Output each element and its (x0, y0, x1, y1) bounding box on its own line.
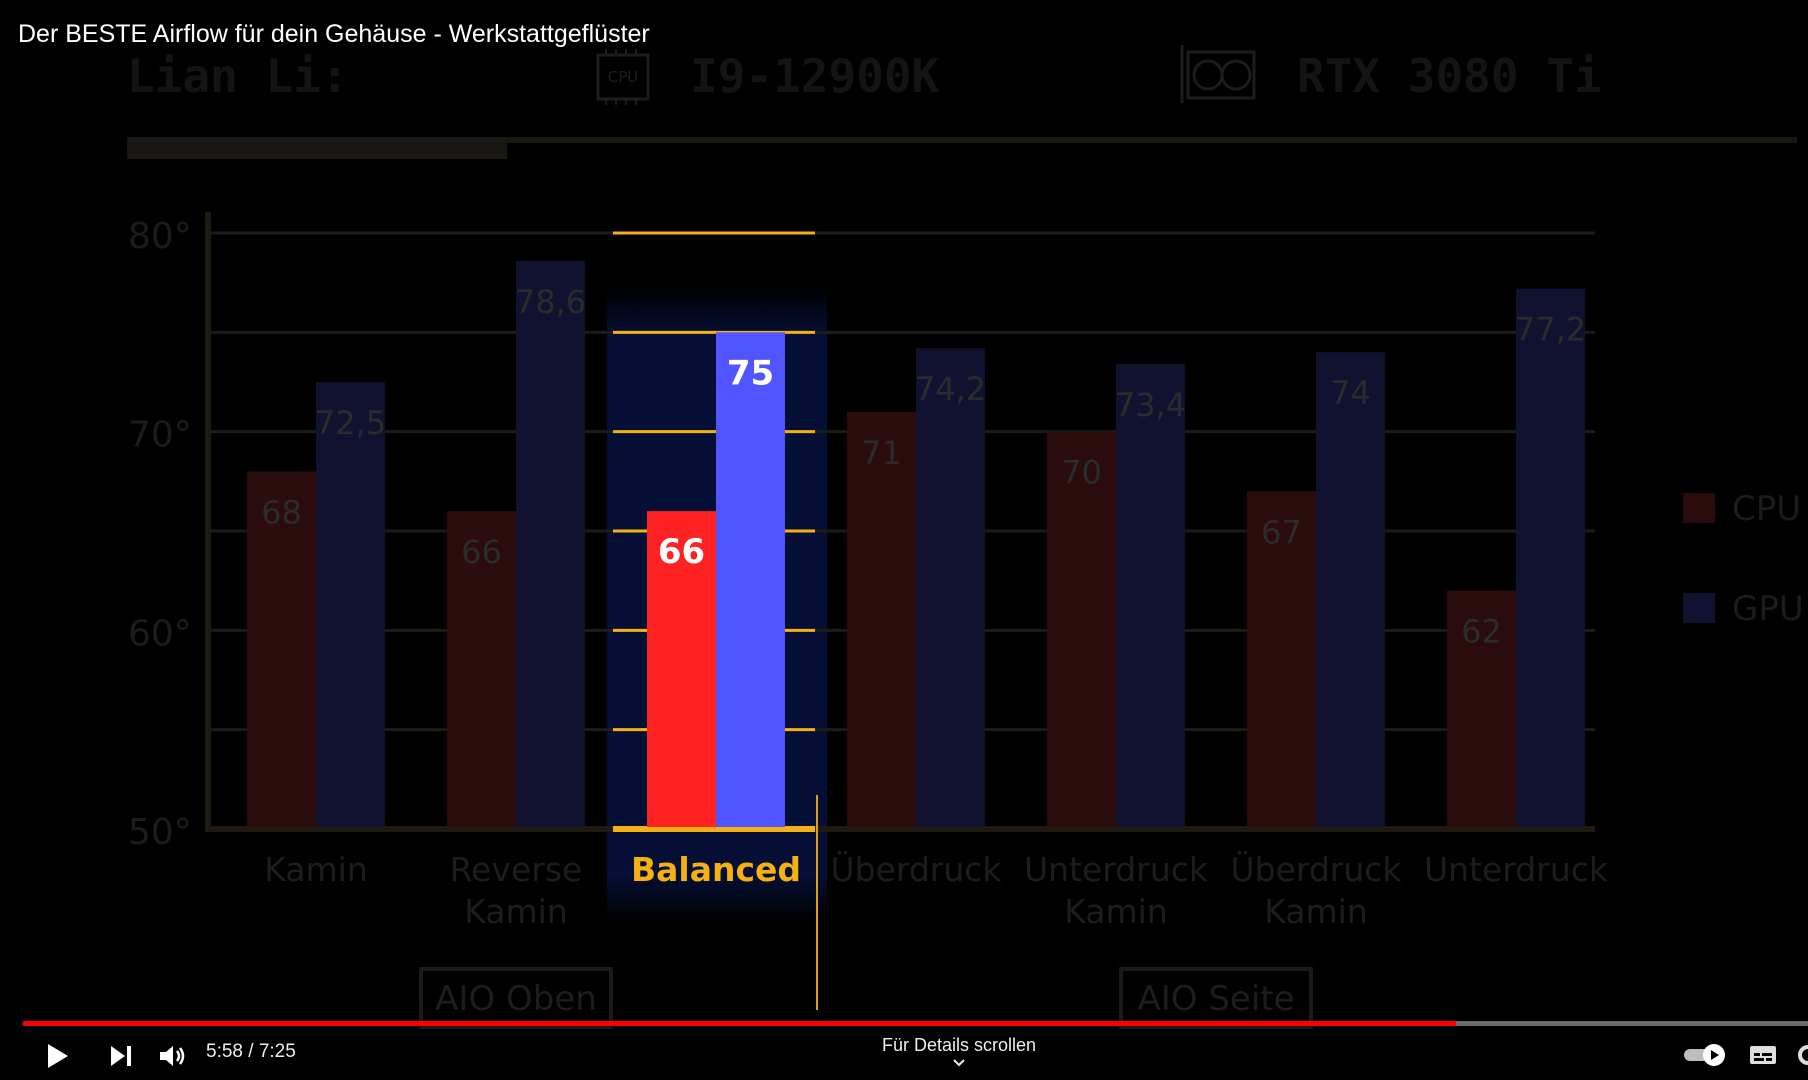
y-tick-label: 80° (128, 216, 192, 257)
cpu-bar (247, 471, 316, 827)
subtitles-icon (1750, 1046, 1776, 1064)
group-box (419, 967, 613, 1029)
category-label: Balanced (631, 850, 801, 889)
play-button[interactable] (40, 1038, 76, 1074)
category-label: Reverse (450, 850, 583, 889)
bar-value-label: 78,6 (515, 283, 586, 321)
time-display: 5:58 / 7:25 (206, 1041, 296, 1062)
legend-swatch (1683, 593, 1715, 623)
gpu-bar (916, 348, 985, 827)
header-rule (127, 137, 1797, 143)
category-label: Überdruck (1230, 849, 1402, 889)
volume-icon (160, 1046, 185, 1066)
brand-label: Lian Li: (127, 49, 349, 103)
cpu-bar (447, 511, 516, 827)
cpu-bar (1247, 491, 1316, 827)
gpu-card-icon (1180, 45, 1256, 103)
cpu-chip-icon (596, 49, 650, 105)
group-box (1119, 967, 1313, 1029)
bar-value-label: 72,5 (315, 404, 386, 442)
cpu-bar (847, 411, 916, 827)
chevron-down-icon (953, 1059, 965, 1067)
legend-label: GPU (1732, 589, 1804, 629)
bar-value-label: 71 (861, 434, 902, 472)
video-title: Der BESTE Airflow für dein Gehäuse - Wer… (18, 20, 650, 48)
details-hint[interactable]: Für Details scrollen (0, 1035, 1808, 1068)
group-label: AIO Oben (435, 979, 597, 1019)
subtitles-button[interactable] (1746, 1040, 1780, 1070)
bar-value-label: 67 (1261, 513, 1302, 551)
bar-value-label: 74,2 (915, 370, 986, 408)
category-label: Kamin (264, 850, 368, 889)
legend-swatch (1683, 493, 1715, 523)
settings-button[interactable] (1796, 1040, 1808, 1070)
chart-plot-area: 80°70°60°50°6872,5Kamin6678,6ReverseKami… (128, 212, 1804, 1029)
autoplay-toggle[interactable] (1682, 1040, 1726, 1070)
bar-value-label: 74 (1330, 374, 1371, 412)
bar-value-label: 73,4 (1115, 386, 1186, 424)
gpu-bar (1116, 364, 1185, 827)
y-tick-label: 70° (128, 415, 192, 456)
gpu-model: RTX 3080 Ti (1297, 49, 1602, 103)
category-label: Unterdruck (1424, 850, 1609, 889)
bar-value-label: 68 (261, 493, 302, 531)
header-rule-accent (127, 137, 507, 159)
bar-value-label: 66 (461, 533, 502, 571)
cpu-model: I9-12900K (690, 49, 940, 103)
volume-button[interactable] (154, 1038, 190, 1074)
gpu-bar (1316, 352, 1385, 827)
cpu-bar (1447, 590, 1516, 827)
bar-value-label: 62 (1461, 613, 1502, 651)
category-label: Kamin (464, 892, 568, 931)
bar-value-label: 77,2 (1515, 311, 1586, 349)
gpu-bar (516, 260, 585, 827)
legend-label: CPU (1732, 489, 1801, 529)
bar-value-label: 70 (1061, 454, 1102, 492)
player-controls (0, 1030, 1808, 1080)
play-icon (48, 1044, 68, 1068)
gpu-bar (716, 332, 785, 827)
category-label: Kamin (1264, 892, 1368, 931)
autoplay-toggle-icon (1684, 1044, 1725, 1066)
cpu-bar (1047, 431, 1116, 827)
y-tick-label: 60° (128, 613, 192, 654)
details-text: Für Details scrollen (881, 1035, 1037, 1055)
category-label: Überdruck (830, 849, 1002, 889)
progress-bar-played (23, 1021, 1457, 1026)
skip-next-icon (111, 1046, 131, 1066)
category-label: Unterdruck (1024, 850, 1209, 889)
y-tick-label: 50° (128, 812, 192, 853)
cpu-chip-label: CPU (608, 68, 639, 86)
gpu-bar (316, 382, 385, 827)
group-label: AIO Seite (1137, 979, 1294, 1019)
category-label: Kamin (1064, 892, 1168, 931)
next-button[interactable] (103, 1038, 139, 1074)
bar-value-label: 75 (727, 353, 774, 393)
bar-value-label: 66 (658, 532, 705, 572)
progress-bar[interactable] (23, 1021, 1808, 1026)
gpu-bar (1516, 288, 1585, 827)
cpu-bar (647, 511, 716, 827)
gear-icon (1798, 1045, 1808, 1065)
